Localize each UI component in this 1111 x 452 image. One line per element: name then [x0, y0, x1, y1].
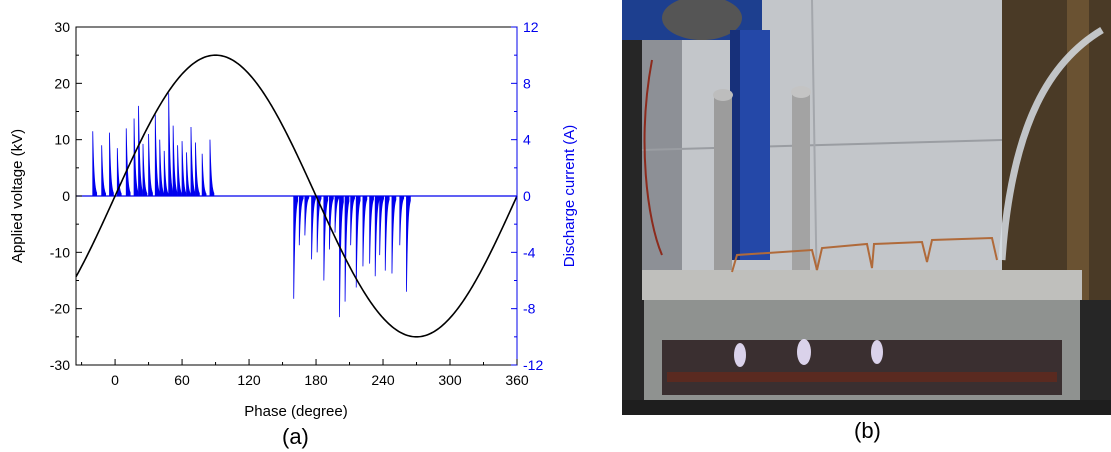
- current-spike: [209, 139, 215, 197]
- x-tick-label: 300: [438, 372, 462, 388]
- current-spike: [334, 195, 340, 233]
- reactor-top-plate: [642, 270, 1082, 300]
- copper-wire: [731, 236, 998, 273]
- x-tick-label: 240: [371, 372, 395, 388]
- y-left-tick-label: 20: [54, 75, 70, 91]
- current-spike: [350, 195, 355, 246]
- reactor-photo: [622, 0, 1111, 415]
- current-spike: [148, 134, 153, 197]
- x-tick-label: 60: [174, 372, 190, 388]
- current-spike: [195, 142, 200, 197]
- current-spike: [293, 195, 299, 299]
- y-left-tick-label: -10: [50, 244, 70, 260]
- wall-seam: [811, 0, 818, 301]
- y-left-tick-label: 0: [62, 188, 70, 204]
- current-spike: [323, 195, 329, 281]
- wall-seam: [641, 139, 1003, 151]
- current-spike: [177, 145, 182, 197]
- current-spike: [311, 195, 316, 260]
- current-spike: [406, 195, 411, 292]
- red-cable: [643, 59, 663, 256]
- tick-group: 0 60 120 180 240 300 360-30-20-100102030-12-8-…: [50, 19, 544, 388]
- current-spike: [101, 145, 106, 197]
- plot-content: [75, 54, 518, 338]
- current-spike: [369, 195, 374, 264]
- current-spike: [109, 132, 114, 197]
- x-axis-title: Phase (degree): [244, 403, 347, 420]
- reactor-water: [662, 340, 1062, 395]
- x-tick-label: 120: [237, 372, 261, 388]
- current-spike: [133, 118, 139, 197]
- current-spike: [399, 195, 405, 246]
- plasma-glow: [797, 339, 811, 365]
- y-right-tick-label: -4: [523, 244, 536, 260]
- current-spike: [304, 195, 310, 236]
- current-spike: [168, 93, 173, 197]
- current-spike: [163, 150, 169, 197]
- y-right-tick-label: -12: [523, 357, 543, 373]
- plasma-glow: [871, 340, 883, 364]
- y-left-tick-label: 30: [54, 19, 70, 35]
- caption-a: (a): [282, 424, 309, 449]
- y-right-tick-label: 12: [523, 19, 539, 35]
- y-left-tick-label: -30: [50, 357, 70, 373]
- rod-top-right: [791, 86, 811, 98]
- clear-tube: [998, 26, 1104, 261]
- y-right-tick-label: 8: [523, 75, 531, 91]
- current-spike: [316, 195, 322, 253]
- x-tick-label: 180: [304, 372, 328, 388]
- current-spike: [154, 114, 160, 197]
- current-spike: [339, 195, 344, 318]
- current-spike: [329, 195, 334, 250]
- current-spike: [384, 195, 390, 271]
- hv-cable-shade: [730, 30, 740, 260]
- current-spike: [374, 195, 380, 277]
- current-spike: [186, 152, 191, 197]
- voltage-curve: [75, 54, 518, 338]
- floor-shadow: [622, 400, 1111, 415]
- current-spike: [355, 195, 361, 288]
- y-right-axis-title: Discharge current (A): [561, 125, 578, 268]
- current-spike: [362, 195, 368, 267]
- reactor-bottom-strip: [667, 372, 1057, 382]
- y-left-axis-title: Applied voltage (kV): [9, 129, 26, 263]
- current-spike: [159, 139, 165, 197]
- current-spike: [125, 128, 131, 197]
- y-right-tick-label: 4: [523, 132, 531, 148]
- current-spike: [344, 195, 350, 302]
- current-spike: [391, 195, 397, 274]
- x-tick-label: 0: [111, 372, 119, 388]
- y-left-tick-label: 10: [54, 132, 70, 148]
- current-spike: [201, 153, 207, 197]
- y-right-tick-label: -8: [523, 301, 536, 317]
- hv-connector-cap: [662, 0, 742, 40]
- rod-top-left: [713, 89, 733, 101]
- current-spike: [298, 195, 304, 246]
- caption-b: (b): [854, 418, 881, 443]
- current-spike: [172, 125, 178, 197]
- y-left-tick-label: -20: [50, 301, 70, 317]
- wooden-post: [1067, 0, 1089, 300]
- current-spike: [379, 195, 384, 256]
- current-spike: [181, 141, 187, 197]
- electrode-rod-left: [714, 95, 732, 275]
- current-spike: [190, 126, 196, 197]
- wall-panel: [642, 0, 1002, 300]
- current-spike: [138, 105, 143, 197]
- discharge-chart: 0 60 120 180 240 300 360-30-20-100102030-12-8-…: [9, 19, 578, 420]
- plasma-glow: [734, 343, 746, 367]
- y-right-tick-label: 0: [523, 188, 531, 204]
- current-spike: [142, 143, 148, 197]
- electrode-rod-right: [792, 92, 810, 292]
- x-tick-label: 360: [505, 372, 529, 388]
- current-spike: [92, 131, 98, 197]
